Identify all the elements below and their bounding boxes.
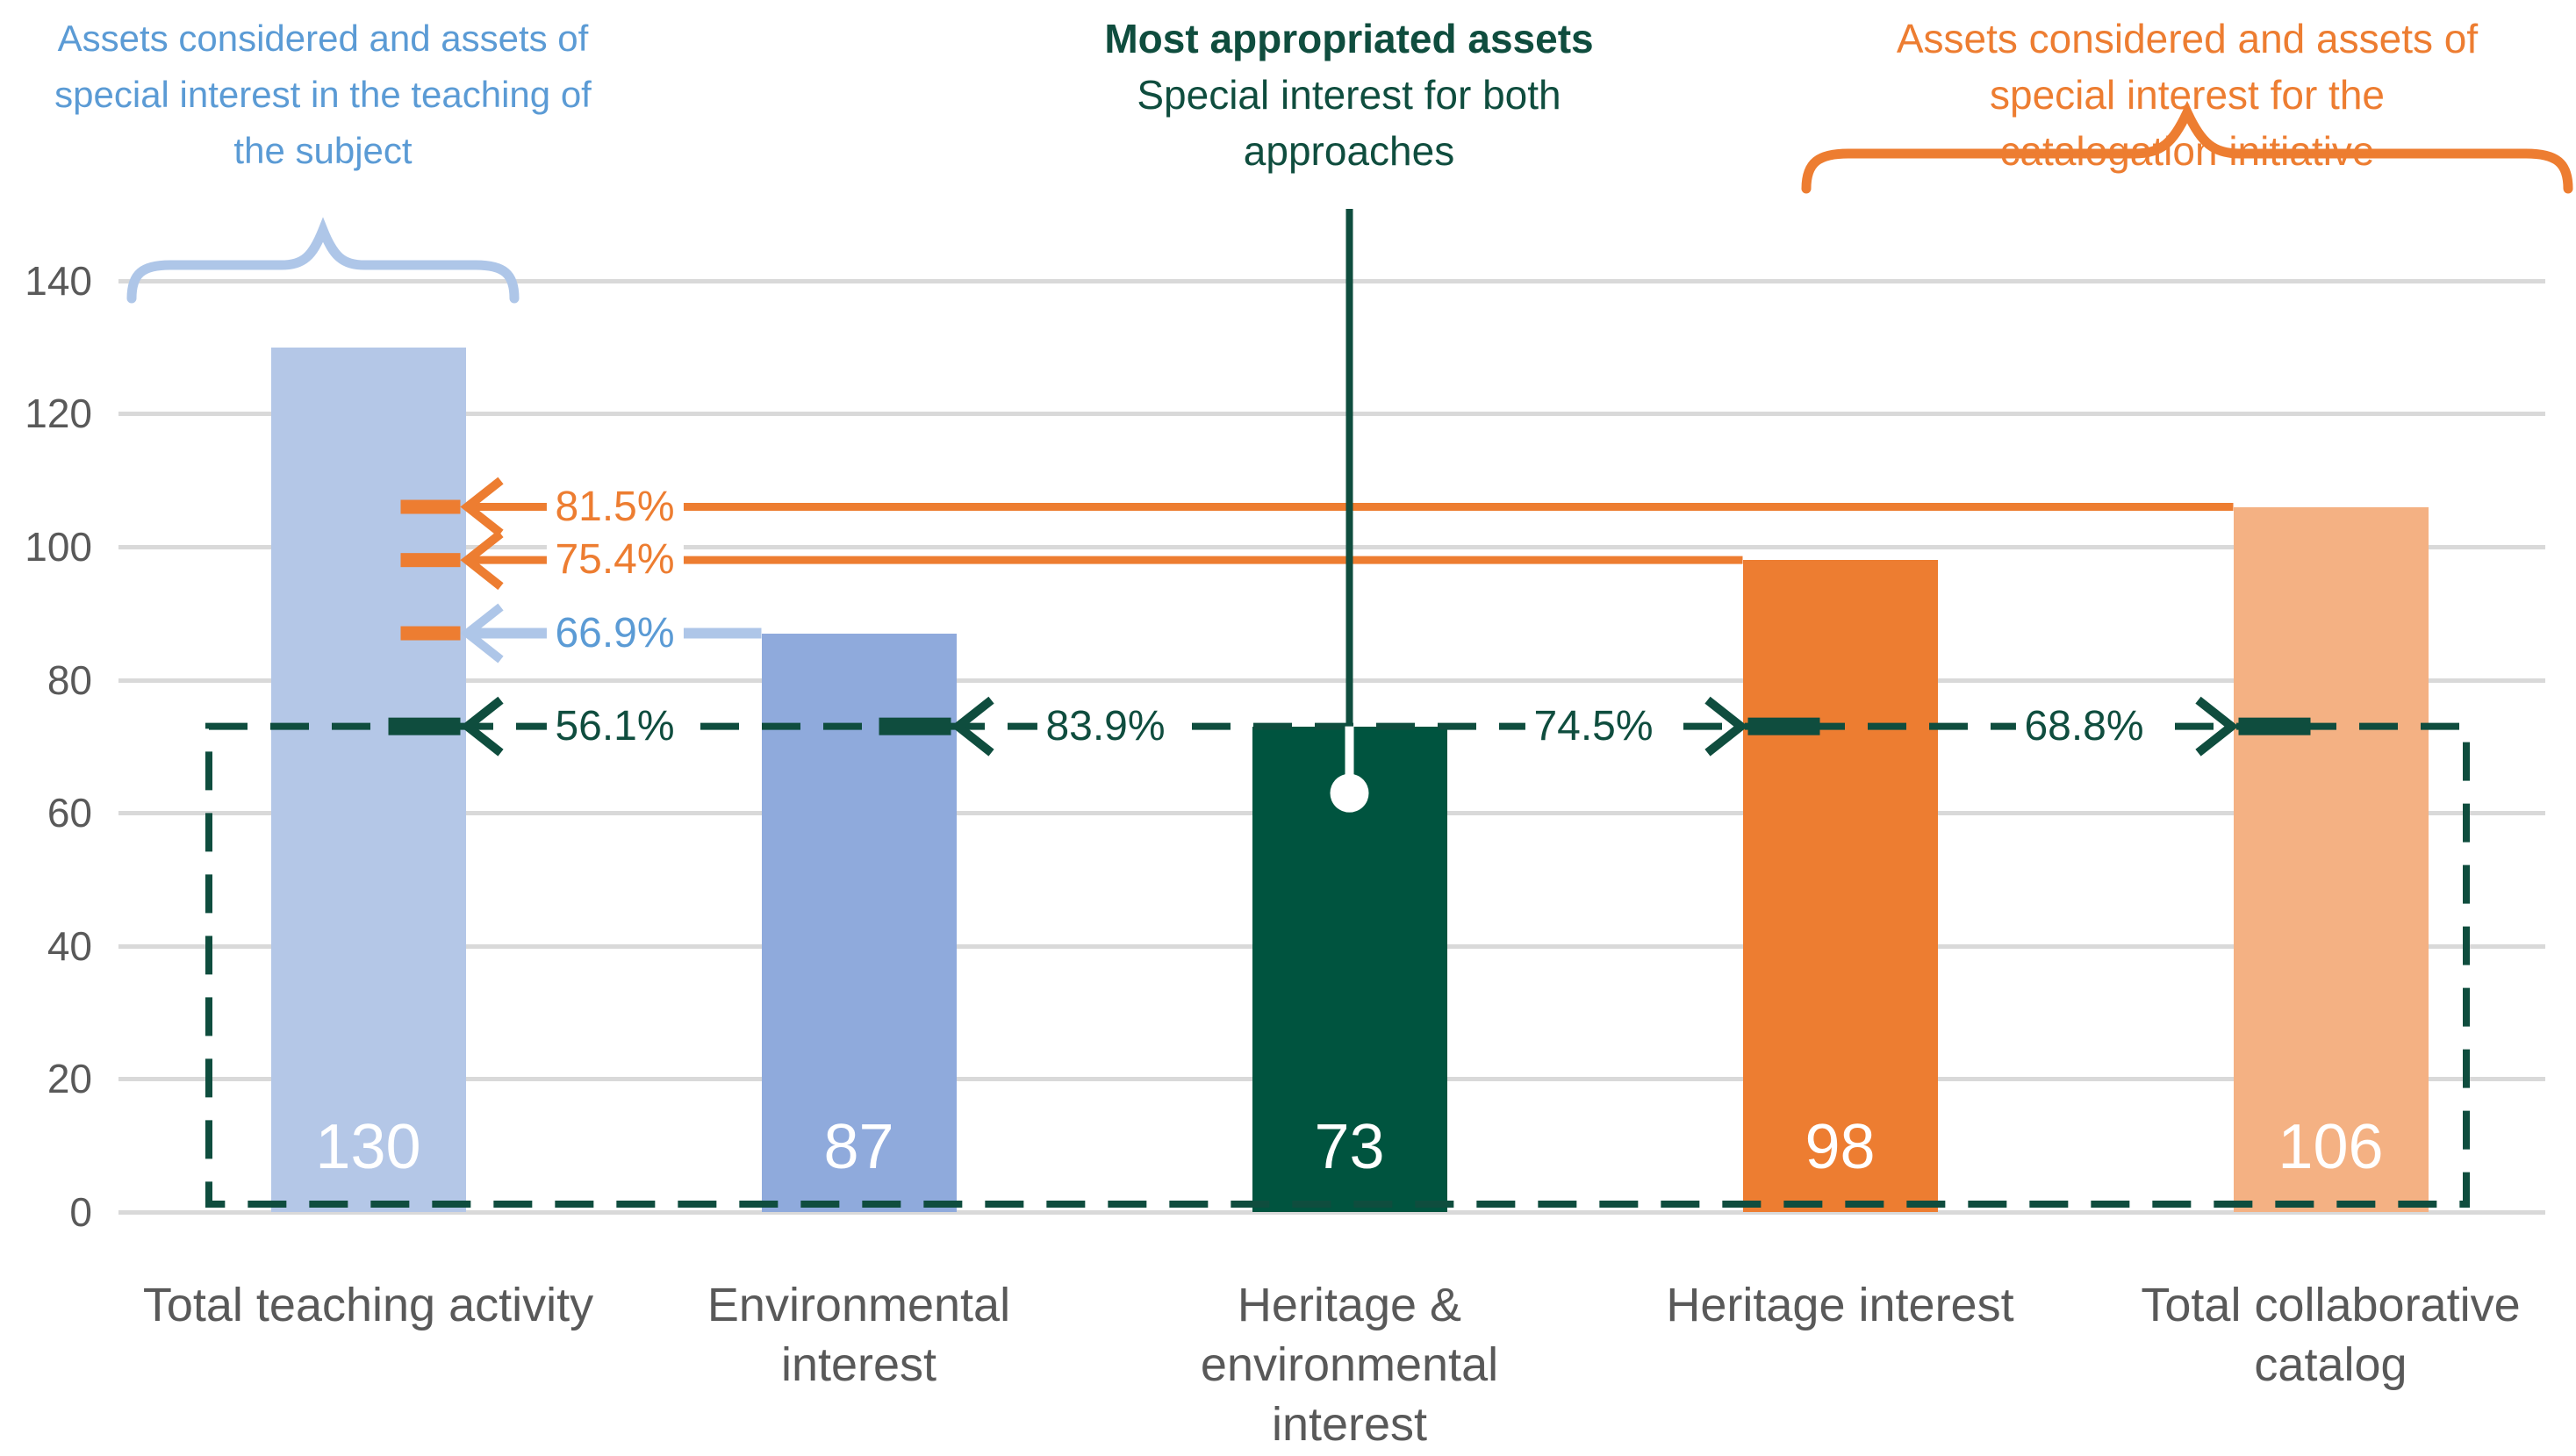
callout-tick-56.1% [388, 717, 461, 735]
callout-tick-68.8% [2238, 717, 2311, 735]
y-tick-label-0: 0 [69, 1189, 92, 1235]
bar-value-label-2: 73 [1314, 1112, 1385, 1182]
y-tick-label-120: 120 [25, 391, 92, 437]
callout-tick-74.5% [1747, 717, 1820, 735]
heading-center-sub1: Special interest for both [1137, 72, 1561, 118]
bar-4 [2233, 506, 2429, 1212]
y-tick-label-40: 40 [47, 922, 92, 969]
heading-most-appropriated: Most appropriated assets Special interes… [1042, 11, 1656, 179]
bar-value-label-4: 106 [2278, 1112, 2384, 1182]
heading-catalogation-line2: special interest for the [1989, 72, 2385, 118]
callout-tick-81.5% [400, 499, 461, 514]
callout-tick-75.4% [400, 553, 461, 568]
y-tick-label-20: 20 [47, 1056, 92, 1102]
heading-center-title: Most appropriated assets [1104, 16, 1594, 61]
y-tick-label-80: 80 [47, 656, 92, 703]
x-axis-label-line: Environmental [707, 1279, 1011, 1331]
right-brace-icon [1801, 100, 2573, 194]
percent-label-83.9%: 83.9% [1037, 699, 1174, 754]
left-arrow-icon [460, 696, 504, 757]
x-axis-label-line: environmental [1200, 1338, 1499, 1391]
bar-3 [1742, 560, 1938, 1212]
y-tick-label-60: 60 [47, 790, 92, 836]
left-arrow-icon [460, 477, 504, 537]
percent-label-75.4%: 75.4% [546, 533, 684, 588]
bar-value-label-0: 130 [315, 1112, 421, 1182]
percent-label-68.8%: 68.8% [2015, 699, 2153, 754]
leader-endpoint-circle [1330, 773, 1369, 813]
x-axis-label-line: Heritage interest [1666, 1279, 2014, 1331]
callout-tick-66.9% [400, 626, 461, 641]
bar-value-label-3: 98 [1805, 1112, 1876, 1182]
x-axis-label-4: Total collaborative catalog [2094, 1275, 2568, 1395]
heading-teaching-line3: the subject [233, 130, 413, 171]
x-axis-label-line: Total collaborative [2141, 1279, 2521, 1331]
bar-value-label-1: 87 [823, 1112, 894, 1182]
gridline-120 [118, 412, 2545, 417]
heading-teaching-line1: Assets considered and assets of [57, 18, 589, 59]
y-tick-label-140: 140 [25, 257, 92, 304]
gridline-140 [118, 278, 2545, 283]
percent-label-81.5%: 81.5% [546, 479, 684, 534]
x-axis-label-line: Heritage & [1237, 1279, 1462, 1331]
heading-catalogation-line3: catalogation initiative [1999, 128, 2375, 174]
heading-teaching-line2: special interest in the teaching of [54, 74, 592, 115]
left-arrow-icon [951, 696, 994, 757]
x-axis-label-2: Heritage & environmental interest [1113, 1275, 1587, 1454]
left-arrow-icon [460, 530, 504, 591]
percent-label-74.5%: 74.5% [1525, 699, 1662, 754]
right-arrow-icon [1704, 696, 1748, 757]
callout-tick-83.9% [879, 717, 951, 735]
gridline-0 [118, 1210, 2545, 1215]
x-axis-label-line: Total teaching activity [142, 1279, 594, 1331]
gridline-100 [118, 545, 2545, 549]
x-axis-label-3: Heritage interest [1604, 1275, 2077, 1335]
gridline-80 [118, 678, 2545, 683]
x-axis-label-line: interest [1271, 1398, 1428, 1451]
x-axis-label-0: Total teaching activity [132, 1275, 606, 1335]
x-axis-label-1: Environmental interest [622, 1275, 1096, 1395]
percent-label-56.1%: 56.1% [546, 699, 684, 754]
percent-label-66.9%: 66.9% [546, 606, 684, 661]
dashed-selection-box [205, 722, 2470, 1208]
right-arrow-icon [2195, 696, 2239, 757]
left-brace-icon [126, 217, 520, 304]
x-axis-label-line: interest [780, 1338, 937, 1391]
heading-catalogation-assets: Assets considered and assets of special … [1819, 11, 2556, 179]
heading-teaching-assets: Assets considered and assets of special … [0, 11, 657, 179]
x-axis-label-line: catalog [2254, 1338, 2407, 1391]
heading-catalogation-line1: Assets considered and assets of [1896, 16, 2479, 61]
left-arrow-icon [460, 603, 504, 663]
bar-0 [270, 347, 466, 1212]
y-tick-label-100: 100 [25, 524, 92, 570]
heading-center-sub2: approaches [1243, 128, 1455, 174]
